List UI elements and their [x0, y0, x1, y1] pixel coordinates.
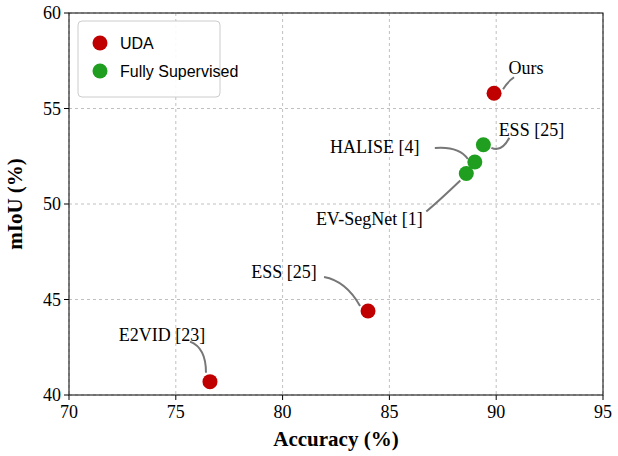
tick-label: 40: [43, 385, 61, 405]
tick: [64, 395, 69, 396]
grid-line: [69, 108, 603, 109]
legend-marker: [93, 36, 108, 51]
grid-line: [69, 204, 603, 205]
tick-label: 75: [167, 402, 185, 422]
tick: [64, 299, 69, 300]
annotation: E2VID [23]: [119, 325, 205, 345]
grid-line: [282, 13, 283, 395]
point: [202, 374, 217, 389]
point: [476, 137, 491, 152]
tick-label: 90: [487, 402, 505, 422]
annotation-connector: [426, 180, 460, 211]
tick: [69, 395, 70, 400]
annotation: Ours: [509, 58, 544, 78]
grid-line: [69, 299, 603, 300]
points: [202, 86, 501, 389]
legend-marker: [93, 64, 108, 79]
point: [361, 303, 376, 318]
tick-label: 60: [43, 3, 61, 23]
annotation-connector: [190, 342, 206, 373]
annotation-connector: [435, 148, 468, 159]
tick: [64, 204, 69, 205]
annotation-connector: [503, 77, 514, 89]
annotation: ESS [25]: [251, 262, 317, 282]
tick-label: 80: [274, 402, 292, 422]
x-axis-label: Accuracy (%): [273, 427, 398, 451]
tick-label: 95: [594, 402, 612, 422]
tick: [496, 395, 497, 400]
tick-label: 85: [380, 402, 398, 422]
tick-label: 50: [43, 194, 61, 214]
point: [487, 86, 502, 101]
annotations: E2VID [23] ESS [25] Ours EV-SegNet [1] HALIS…: [119, 58, 564, 372]
legend-box: [78, 21, 220, 97]
frame: [69, 13, 603, 395]
legend: UDA Fully Supervised: [78, 21, 238, 97]
tick: [389, 395, 390, 400]
annotation: HALISE [4]: [330, 137, 419, 157]
tick-label: 70: [60, 402, 78, 422]
tick: [603, 395, 604, 400]
tick: [175, 395, 176, 400]
chart: 70 75 80 85 90 95 40 45 50 55 60 Accuracy (%) mIoU (…: [0, 0, 618, 456]
tick-label: 55: [43, 99, 61, 119]
tick: [64, 108, 69, 109]
annotation: EV-SegNet [1]: [316, 209, 423, 229]
tick: [64, 13, 69, 14]
tick-label: 45: [43, 290, 61, 310]
annotation-connector: [324, 277, 360, 306]
legend-label: UDA: [120, 35, 154, 52]
y-axis-label: mIoU (%): [3, 158, 27, 250]
tick: [282, 395, 283, 400]
point: [467, 154, 482, 169]
annotation: ESS [25]: [499, 120, 565, 140]
legend-label: Fully Supervised: [120, 63, 238, 80]
